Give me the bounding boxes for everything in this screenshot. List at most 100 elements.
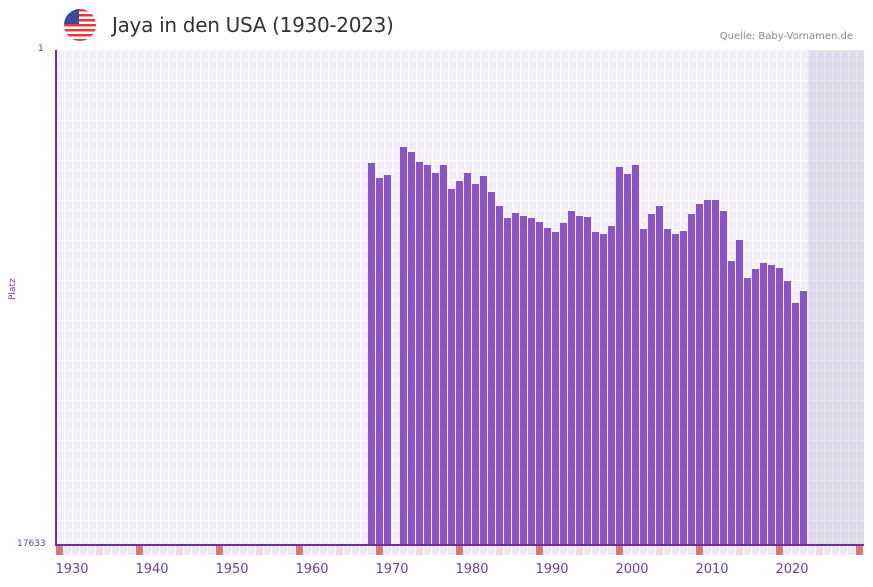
year-marker	[536, 546, 543, 555]
x-tick-2020: 2020	[775, 562, 809, 577]
bar-1974[interactable]	[408, 152, 415, 545]
source-label: Quelle: Baby-Vornamen.de	[719, 31, 853, 42]
bar-1987[interactable]	[512, 213, 519, 545]
bar-1986[interactable]	[504, 218, 511, 545]
year-marker	[400, 546, 407, 555]
year-marker	[736, 546, 743, 555]
bar-1982[interactable]	[472, 183, 479, 545]
y-tick-bottom: 17633	[17, 539, 46, 549]
bar-1973[interactable]	[400, 146, 407, 545]
year-marker	[472, 546, 479, 555]
bar-1999[interactable]	[608, 225, 615, 545]
year-marker	[264, 546, 271, 555]
bar-2001[interactable]	[624, 174, 631, 545]
bar-1984[interactable]	[488, 191, 495, 545]
bar-2015[interactable]	[736, 240, 743, 545]
year-marker	[336, 546, 343, 555]
bar-1980[interactable]	[456, 180, 463, 545]
bar-2022[interactable]	[792, 302, 799, 545]
year-marker	[544, 546, 551, 555]
bar-2023[interactable]	[800, 291, 807, 545]
bar-1977[interactable]	[432, 173, 439, 545]
year-marker	[624, 546, 631, 555]
year-marker	[848, 546, 855, 555]
bar-1990[interactable]	[536, 222, 543, 545]
year-marker	[800, 546, 807, 555]
bar-1993[interactable]	[560, 222, 567, 545]
year-marker	[688, 546, 695, 555]
year-marker	[112, 546, 119, 555]
bar-1975[interactable]	[416, 162, 423, 545]
bar-2005[interactable]	[656, 205, 663, 545]
bar-1970[interactable]	[376, 177, 383, 545]
x-tick-1940: 1940	[135, 562, 169, 577]
bar-1994[interactable]	[568, 210, 575, 545]
bar-1978[interactable]	[440, 165, 447, 545]
year-marker	[384, 546, 391, 555]
bar-2000[interactable]	[616, 167, 623, 545]
bar-2003[interactable]	[640, 228, 647, 545]
bar-2011[interactable]	[704, 200, 711, 545]
year-marker	[656, 546, 663, 555]
bar-1991[interactable]	[544, 227, 551, 545]
bar-1992[interactable]	[552, 231, 559, 545]
year-marker	[368, 546, 375, 555]
bar-1985[interactable]	[496, 205, 503, 545]
y-axis	[55, 50, 57, 546]
bar-2012[interactable]	[712, 200, 719, 545]
future-zone	[808, 50, 864, 545]
year-marker	[352, 546, 359, 555]
year-marker	[144, 546, 151, 555]
year-marker	[288, 546, 295, 555]
bar-2013[interactable]	[720, 210, 727, 545]
year-marker	[776, 546, 783, 555]
bar-2010[interactable]	[696, 203, 703, 545]
bar-1976[interactable]	[424, 165, 431, 545]
y-axis-title: Platz	[8, 278, 18, 300]
bar-2016[interactable]	[744, 277, 751, 545]
y-tick-top: 1	[38, 44, 44, 54]
year-marker	[408, 546, 415, 555]
year-marker	[552, 546, 559, 555]
bar-2008[interactable]	[680, 231, 687, 545]
x-tick-1960: 1960	[295, 562, 329, 577]
year-marker	[344, 546, 351, 555]
bar-2018[interactable]	[760, 263, 767, 545]
bar-2007[interactable]	[672, 234, 679, 545]
year-marker	[80, 546, 87, 555]
bar-2017[interactable]	[752, 269, 759, 545]
bar-2002[interactable]	[632, 165, 639, 545]
bar-2004[interactable]	[648, 213, 655, 545]
bar-1971[interactable]	[384, 175, 391, 545]
bar-2021[interactable]	[784, 281, 791, 545]
year-marker	[832, 546, 839, 555]
bar-1988[interactable]	[520, 215, 527, 545]
bar-1996[interactable]	[584, 217, 591, 545]
year-marker	[96, 546, 103, 555]
bar-2006[interactable]	[664, 228, 671, 545]
bar-2020[interactable]	[776, 267, 783, 545]
bar-2009[interactable]	[688, 214, 695, 545]
year-marker	[824, 546, 831, 555]
bar-1981[interactable]	[464, 173, 471, 545]
bar-1998[interactable]	[600, 234, 607, 545]
year-marker	[200, 546, 207, 555]
year-marker	[784, 546, 791, 555]
bar-1969[interactable]	[368, 163, 375, 545]
year-marker	[136, 546, 143, 555]
bar-2019[interactable]	[768, 264, 775, 545]
year-marker	[616, 546, 623, 555]
year-marker	[272, 546, 279, 555]
bar-1989[interactable]	[528, 218, 535, 545]
x-tick-1970: 1970	[375, 562, 409, 577]
bar-1997[interactable]	[592, 232, 599, 545]
bar-1995[interactable]	[576, 215, 583, 545]
year-marker	[232, 546, 239, 555]
bar-2014[interactable]	[728, 261, 735, 545]
year-marker	[176, 546, 183, 555]
us-flag-icon	[64, 9, 96, 41]
year-marker	[152, 546, 159, 555]
bar-1979[interactable]	[448, 189, 455, 545]
x-tick-1990: 1990	[535, 562, 569, 577]
bar-1983[interactable]	[480, 176, 487, 545]
